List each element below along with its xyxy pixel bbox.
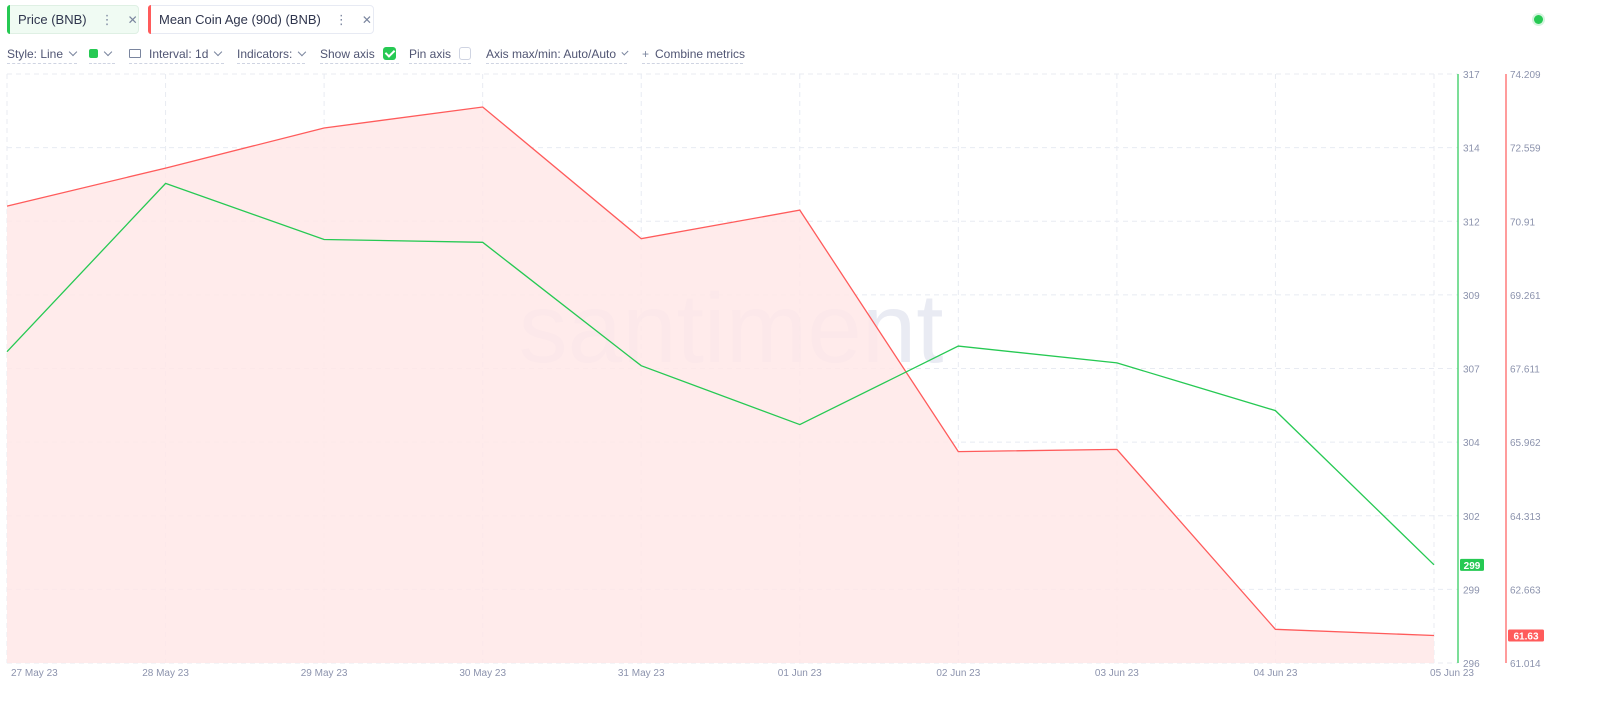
combine-metrics-label: Combine metrics	[655, 46, 746, 61]
x-axis-tick-label: 03 Jun 23	[1095, 668, 1139, 679]
mean-coin-age-last-value-badge	[1508, 629, 1544, 642]
axis-layer: 317 314 312 309 307 304 302 299 296 74.209 72.559 7…	[11, 70, 1544, 679]
price-axis-tick-label: 296	[1463, 659, 1480, 670]
price-last-value-badge-label: 299	[1464, 561, 1481, 572]
price-axis-tick-label: 304	[1463, 438, 1480, 449]
style-dropdown[interactable]: Style: Line	[7, 44, 78, 64]
mean-coin-age-line	[6, 106, 1435, 637]
metric-label: Price (BNB)	[18, 12, 87, 27]
x-axis-tick-label: 04 Jun 23	[1253, 668, 1297, 679]
color-picker[interactable]	[89, 44, 115, 64]
mean-coin-age-axis-tick-label: 72.559	[1510, 144, 1541, 155]
mean-coin-age-axis-tick-label: 70.91	[1510, 217, 1535, 228]
x-axis-tick-label: 27 May 23	[11, 668, 58, 679]
price-axis-tick-label: 312	[1463, 217, 1480, 228]
mean-coin-age-last-value-badge-label: 61.63	[1513, 632, 1538, 643]
x-axis-tick-label: 30 May 23	[459, 668, 506, 679]
price-axis-tick-label: 307	[1463, 365, 1480, 376]
chevron-down-icon	[298, 47, 307, 56]
chevron-down-icon	[214, 47, 223, 56]
pin-axis-label: Pin axis	[409, 46, 452, 61]
metric-color-indicator	[7, 5, 10, 34]
checkbox-checked-icon[interactable]	[382, 47, 396, 60]
chevron-down-icon	[621, 47, 629, 56]
ruler-icon	[129, 49, 141, 58]
mean-coin-age-axis-tick-label: 64.313	[1510, 512, 1541, 523]
close-icon[interactable]: ✕	[127, 12, 138, 27]
metric-label: Mean Coin Age (90d) (BNB)	[159, 12, 321, 27]
pin-axis-toggle[interactable]: Pin axis	[409, 44, 471, 64]
mean-coin-age-axis-tick-label: 67.611	[1510, 365, 1540, 376]
indicators-dropdown[interactable]: Indicators:	[237, 44, 307, 64]
mean-coin-age-axis-tick-label: 65.962	[1510, 438, 1541, 449]
combine-metrics-button[interactable]: + Combine metrics	[642, 44, 746, 64]
chevron-down-icon	[68, 47, 78, 56]
mean-coin-age-axis-tick-label: 62.663	[1510, 585, 1541, 596]
x-axis-tick-label: 29 May 23	[301, 668, 348, 679]
x-axis-tick-label: 28 May 23	[142, 668, 189, 679]
axis-minmax-label: Axis max/min: Auto/Auto	[486, 46, 617, 61]
price-line	[6, 182, 1435, 566]
plus-icon: +	[642, 46, 650, 61]
chevron-down-icon	[103, 47, 113, 56]
metric-tab-price[interactable]: Price (BNB) ⋮ ✕	[7, 5, 139, 34]
interval-dropdown[interactable]: Interval: 1d	[129, 44, 224, 64]
close-icon[interactable]: ✕	[361, 12, 372, 27]
indicators-label: Indicators:	[237, 46, 293, 61]
x-axis-tick-label: 05 Jun 23	[1430, 668, 1474, 679]
mean-coin-age-axis-tick-label: 61.014	[1510, 659, 1541, 670]
show-axis-toggle[interactable]: Show axis	[320, 44, 399, 64]
more-options-icon[interactable]: ⋮	[334, 11, 348, 27]
show-axis-label: Show axis	[320, 46, 375, 61]
metric-color-indicator	[148, 5, 151, 34]
price-axis-tick-label: 309	[1463, 291, 1480, 302]
color-swatch-icon	[89, 49, 98, 58]
x-axis-tick-label: 02 Jun 23	[936, 668, 980, 679]
price-last-value-badge	[1460, 558, 1484, 571]
price-axis-tick-label: 317	[1463, 70, 1480, 81]
series-layer	[6, 106, 1435, 663]
more-options-icon[interactable]: ⋮	[100, 11, 114, 27]
mean-coin-age-area	[7, 107, 1434, 663]
price-axis-tick-label: 302	[1463, 512, 1480, 523]
x-axis-tick-label: 01 Jun 23	[778, 668, 822, 679]
checkbox-unchecked-icon[interactable]	[459, 47, 471, 60]
x-axis-tick-label: 31 May 23	[618, 668, 665, 679]
interval-label: Interval: 1d	[149, 46, 209, 61]
mean-coin-age-axis-tick-label: 69.261	[1510, 291, 1541, 302]
price-axis-tick-label: 299	[1463, 585, 1480, 596]
axis-minmax-dropdown[interactable]: Axis max/min: Auto/Auto	[486, 44, 629, 64]
chart[interactable]: santiment 31731431230930730430229929674.…	[0, 66, 1600, 701]
live-status-icon	[1534, 15, 1543, 24]
style-label: Style: Line	[7, 46, 64, 61]
metric-tab-mean-coin-age[interactable]: Mean Coin Age (90d) (BNB) ⋮ ✕	[148, 5, 374, 34]
mean-coin-age-axis-tick-label: 74.209	[1510, 70, 1541, 81]
price-axis-tick-label: 314	[1463, 144, 1480, 155]
